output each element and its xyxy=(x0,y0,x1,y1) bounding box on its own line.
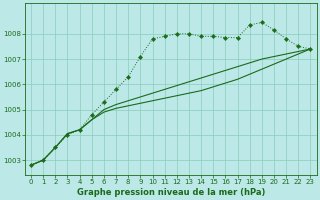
X-axis label: Graphe pression niveau de la mer (hPa): Graphe pression niveau de la mer (hPa) xyxy=(76,188,265,197)
